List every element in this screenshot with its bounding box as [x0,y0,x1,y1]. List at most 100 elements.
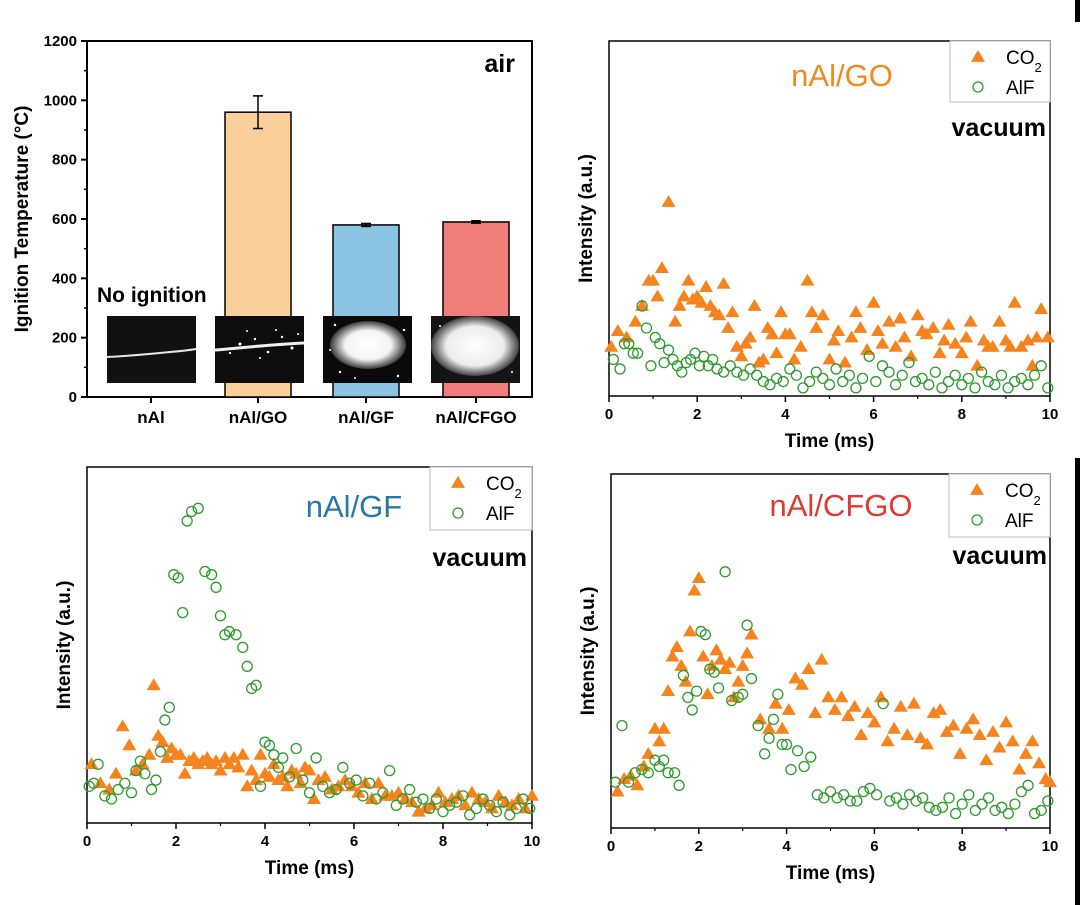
alf-point [363,777,376,789]
alf-point [963,789,975,801]
co2-point [1034,302,1049,314]
co2-point [769,346,784,359]
co2-point [371,776,386,789]
co2-point [668,314,683,327]
alf-point [956,798,968,810]
alf-point [851,795,863,807]
legend-co2-marker [451,476,465,488]
co2-point [966,712,981,725]
co2-point [318,769,333,782]
alf-point [150,774,162,786]
co2-point [656,721,671,734]
co2-point [882,314,897,327]
alf-point [982,792,995,804]
alf-point [724,360,736,372]
co2-point [1005,734,1020,747]
alf-point [737,688,749,700]
alf-point [916,372,928,385]
co2-point [1040,330,1055,343]
x-axis-title: Time (ms) [265,858,354,879]
alf-point [863,350,875,363]
co2-point [1018,746,1033,759]
co2-point [146,678,161,691]
alf-point [877,698,889,710]
co2-point [226,750,241,763]
co2-point [926,321,941,333]
co2-point [266,757,281,770]
alf-point [776,738,788,751]
co2-point [661,195,676,207]
no-ignition-annotation: No ignition [97,284,207,307]
co2-point [411,804,426,817]
co2-point [718,662,733,675]
alf-point [464,809,476,821]
co2-point [654,261,669,274]
inset-photo-nal-cfgo [431,316,520,383]
x-tick-label: 4 [261,833,270,850]
alf-point [1035,360,1047,372]
co2-point [808,706,823,718]
co2-point [948,336,963,349]
co2-point [740,646,755,659]
co2-point [937,333,952,346]
alf-point [712,682,725,694]
alf-point [896,369,908,381]
alf-point [490,806,503,818]
alf-point [690,685,703,697]
legend-alf-marker [971,514,983,526]
y-tick-label: 400 [52,270,77,287]
alf-point [890,379,902,391]
alf-point [797,382,809,394]
alf-point [850,382,862,394]
alf-point [706,353,719,366]
legend-alf-marker [452,507,464,519]
alf-point [726,694,738,707]
alf-point [370,793,382,805]
alf-point [677,669,690,682]
series-alf [83,502,536,821]
alf-point [897,798,909,810]
co2-point [610,784,625,797]
alf-point [662,767,674,779]
co2-point [939,724,954,737]
co2-point [669,640,684,653]
alf-point [323,787,336,799]
alf-point [943,792,955,804]
co2-point [1025,358,1040,371]
alf-point [744,363,756,375]
alf-point [856,372,869,385]
alf-point [350,774,362,786]
y-tick-label: 800 [52,152,77,169]
co2-point [847,699,862,712]
alf-point [676,366,688,378]
co2-point [827,702,842,715]
co2-point [744,627,759,640]
alf-point [450,796,463,808]
alf-point [844,795,856,807]
legend-alf-label: AlF [1005,511,1034,532]
co2-point [853,321,868,333]
alf-point [1015,785,1028,798]
co2-point [160,750,175,763]
alf-point [457,790,469,802]
alf-point [1042,382,1054,394]
alf-point [777,375,789,388]
alf-point [741,619,753,631]
co2-point [867,715,882,728]
co2-point [244,763,259,776]
co2-point [866,295,881,308]
co2-point [691,571,706,583]
alf-point [254,780,267,793]
co2-point [762,721,777,734]
alf-point [798,760,810,773]
x-axis-title: Time (ms) [786,863,875,884]
alf-point [403,783,416,796]
alf-point [682,691,694,704]
co2-point [729,339,744,352]
alf-point [199,565,211,578]
co2-point [306,792,321,804]
co2-point [240,779,255,792]
alf-point [163,701,175,714]
alf-point [996,801,1008,813]
co2-point [941,317,956,330]
